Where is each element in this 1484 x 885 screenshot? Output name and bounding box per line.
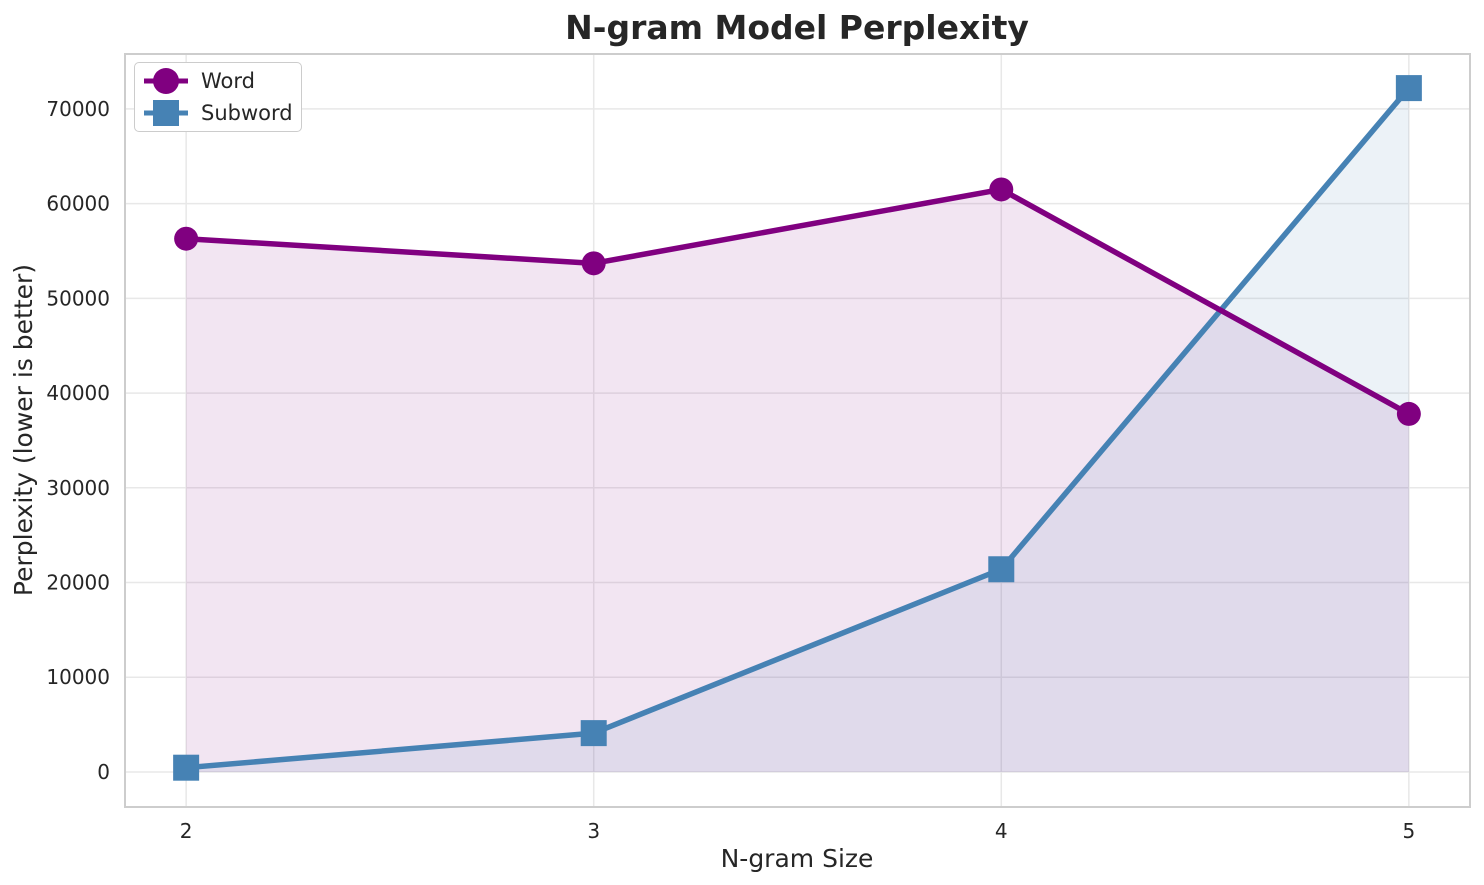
legend-item-word: Word — [143, 66, 293, 96]
subword-legend-square-icon — [153, 99, 179, 126]
y-axis-label: Perplexity (lower is better) — [9, 264, 38, 596]
y-tick-label: 30000 — [46, 476, 110, 500]
word-legend-marker — [144, 68, 188, 95]
legend-label-word: Word — [201, 69, 255, 94]
legend: Word Subword — [134, 62, 302, 132]
subword-marker-square-icon — [988, 556, 1015, 583]
word-marker-circle-icon — [989, 177, 1014, 202]
x-tick-label: 3 — [587, 819, 600, 843]
y-tick-label: 0 — [97, 760, 110, 784]
word-marker-circle-icon — [581, 251, 606, 276]
legend-item-subword: Subword — [143, 98, 293, 128]
subword-marker-square-icon — [580, 720, 607, 747]
word-area — [186, 189, 1409, 772]
x-tick-label: 4 — [995, 819, 1008, 843]
tick-layer: 0 10000 20000 30000 40000 50000 60000 70000 2 3 4 5 — [46, 97, 1415, 843]
word-marker-circle-icon — [1396, 401, 1421, 426]
word-legend-circle-icon — [153, 68, 179, 95]
y-tick-label: 70000 — [46, 97, 110, 121]
x-tick-label: 5 — [1402, 819, 1415, 843]
subword-marker-square-icon — [1395, 75, 1422, 102]
area-layer — [186, 88, 1409, 772]
line-layer — [173, 75, 1422, 781]
chart-title: N-gram Model Perplexity — [565, 8, 1029, 47]
frame-layer — [124, 53, 1471, 808]
x-tick-label: 2 — [180, 819, 193, 843]
plot-frame — [124, 53, 1471, 808]
legend-label-subword: Subword — [201, 100, 293, 125]
y-tick-label: 20000 — [46, 571, 110, 595]
subword-area — [186, 88, 1409, 772]
subword-marker-square-icon — [173, 754, 200, 781]
subword-legend-marker — [144, 99, 188, 126]
y-tick-label: 60000 — [46, 192, 110, 216]
word-line — [183, 186, 1412, 417]
word-marker-circle-icon — [174, 226, 199, 251]
y-tick-label: 50000 — [46, 286, 110, 310]
y-tick-label: 40000 — [46, 381, 110, 405]
y-tick-label: 10000 — [46, 665, 110, 689]
x-axis-label: N-gram Size — [721, 844, 874, 873]
subword-line — [183, 85, 1412, 771]
